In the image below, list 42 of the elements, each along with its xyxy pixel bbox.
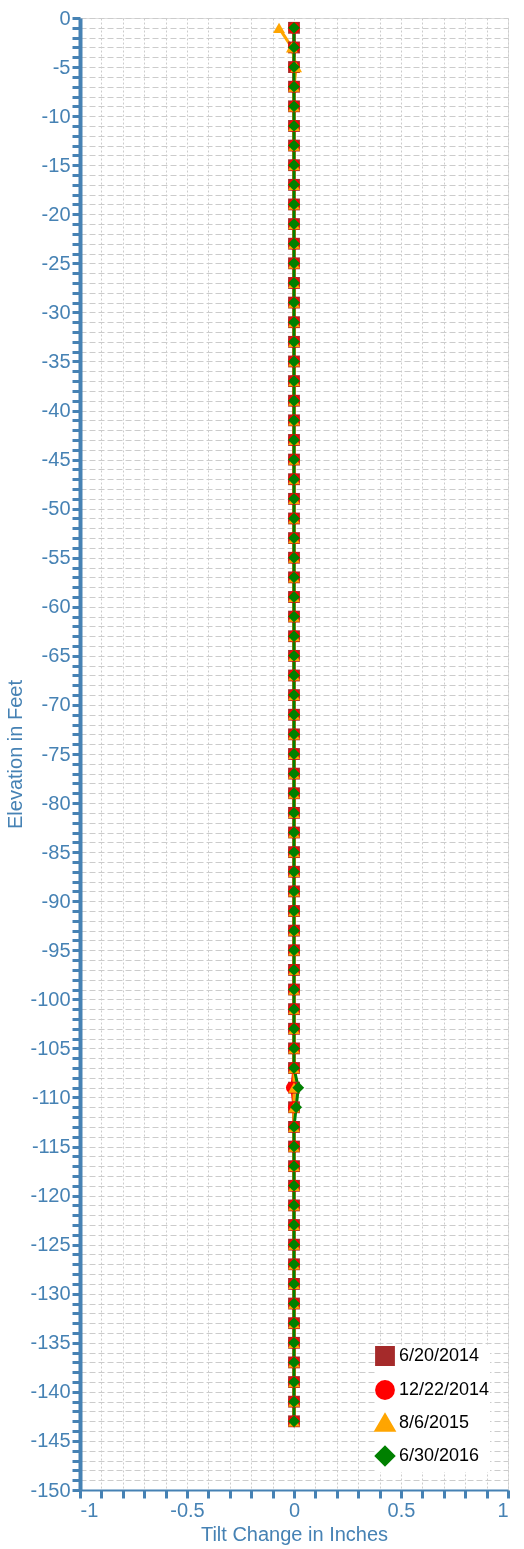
x-tick-label: -1 xyxy=(80,1498,99,1521)
y-tick-label: -65 xyxy=(41,644,71,667)
y-tick-label: -145 xyxy=(30,1429,71,1452)
legend-label: 6/30/2016 xyxy=(399,1445,480,1465)
y-tick-label: -60 xyxy=(41,595,71,618)
y-tick-label: -75 xyxy=(41,742,71,765)
y-tick-label: 0 xyxy=(59,6,71,29)
legend-label: 6/20/2014 xyxy=(399,1345,480,1365)
y-tick-label: -95 xyxy=(41,938,71,961)
x-tick-label: 0.5 xyxy=(387,1498,416,1521)
y-tick-label: -110 xyxy=(31,1085,71,1108)
y-tick-label: -35 xyxy=(41,349,71,372)
y-tick-label: -70 xyxy=(41,693,71,716)
y-tick-label: -100 xyxy=(30,987,71,1010)
x-tick-label: 0 xyxy=(288,1498,301,1521)
y-tick-label: -15 xyxy=(41,153,71,176)
y-tick-label: -80 xyxy=(41,791,71,814)
y-tick-label: -90 xyxy=(41,889,71,912)
legend-label: 12/22/2014 xyxy=(399,1379,490,1399)
y-tick-label: -120 xyxy=(30,1184,71,1207)
x-tick-label: 1 xyxy=(497,1498,509,1521)
y-tick-label: -130 xyxy=(30,1282,71,1305)
y-tick-label: -150 xyxy=(30,1478,71,1501)
y-tick-label: -25 xyxy=(41,251,71,274)
y-tick-label: -85 xyxy=(41,840,71,863)
y-axis-title: Elevation in Feet xyxy=(4,679,27,829)
x-tick-label: -0.5 xyxy=(170,1498,205,1521)
y-tick-label: -45 xyxy=(41,448,71,471)
y-tick-label: -5 xyxy=(52,55,71,78)
y-tick-label: -30 xyxy=(41,300,71,323)
y-tick-label: -115 xyxy=(31,1135,71,1158)
y-tick-label: -125 xyxy=(30,1233,71,1256)
y-tick-label: -140 xyxy=(30,1380,71,1403)
y-tick-label: -135 xyxy=(30,1331,71,1354)
y-tick-label: -40 xyxy=(41,399,71,422)
y-tick-label: -20 xyxy=(41,202,71,225)
x-axis-title: Tilt Change in Inches xyxy=(200,1522,389,1545)
y-tick-label: -55 xyxy=(41,546,71,569)
legend-label: 8/6/2015 xyxy=(399,1412,470,1432)
y-tick-label: -105 xyxy=(30,1036,71,1059)
y-tick-label: -10 xyxy=(41,104,71,127)
y-tick-label: -50 xyxy=(41,497,71,520)
